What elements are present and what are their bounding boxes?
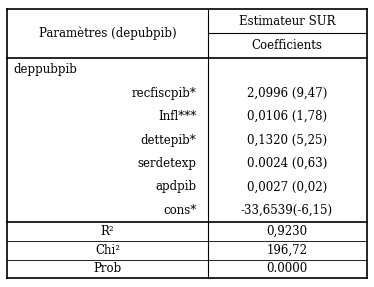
Text: deppubpib: deppubpib <box>13 63 77 76</box>
Text: 0,0106 (1,78): 0,0106 (1,78) <box>247 110 327 123</box>
Text: 196,72: 196,72 <box>267 244 307 257</box>
Text: 2,0996 (9,47): 2,0996 (9,47) <box>247 87 327 100</box>
Text: Infl***: Infl*** <box>158 110 196 123</box>
Text: Prob: Prob <box>94 263 122 276</box>
Text: R²: R² <box>101 225 114 238</box>
Text: 0.0024 (0,63): 0.0024 (0,63) <box>247 157 327 170</box>
Text: 0.0000: 0.0000 <box>266 263 308 276</box>
Text: serdetexp: serdetexp <box>137 157 196 170</box>
Text: Paramètres (depubpib): Paramètres (depubpib) <box>39 27 176 40</box>
Text: 0,9230: 0,9230 <box>267 225 307 238</box>
Text: 0,1320 (5,25): 0,1320 (5,25) <box>247 133 327 147</box>
Text: recfiscpib*: recfiscpib* <box>132 87 196 100</box>
Text: 0,0027 (0,02): 0,0027 (0,02) <box>247 180 327 193</box>
Text: Coefficients: Coefficients <box>252 39 322 52</box>
Text: cons*: cons* <box>163 204 196 217</box>
Text: dettepib*: dettepib* <box>141 133 196 147</box>
Text: -33,6539(-6,15): -33,6539(-6,15) <box>241 204 333 217</box>
Text: Estimateur SUR: Estimateur SUR <box>239 15 335 28</box>
Text: apdpib: apdpib <box>155 180 196 193</box>
Text: Chi²: Chi² <box>95 244 120 257</box>
